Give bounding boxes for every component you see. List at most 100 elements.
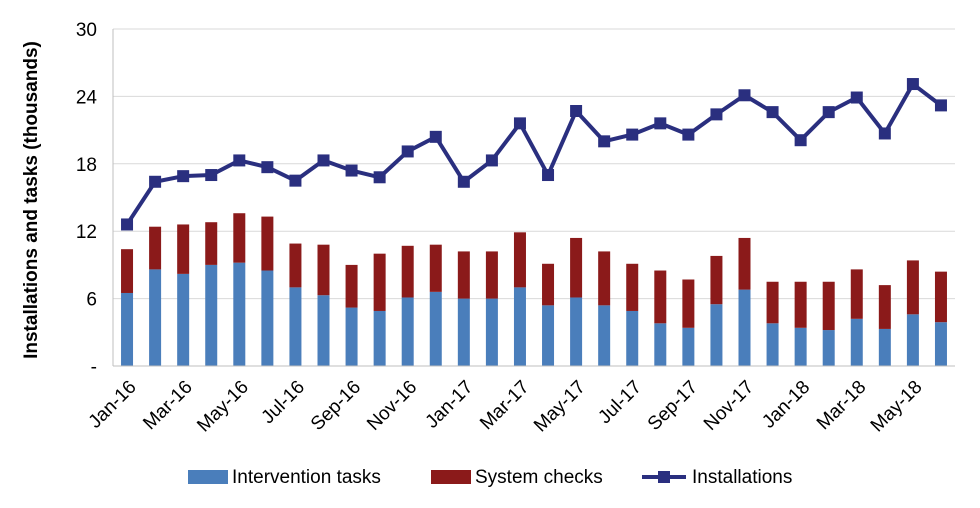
legend-label: Intervention tasks bbox=[232, 467, 381, 488]
bar-intervention-tasks bbox=[205, 264, 218, 366]
bar-intervention-tasks bbox=[766, 323, 779, 366]
legend-marker bbox=[658, 471, 670, 483]
installations-point bbox=[261, 161, 274, 174]
bar-intervention-tasks bbox=[878, 328, 891, 366]
bar-system-checks bbox=[934, 271, 947, 323]
installations-point bbox=[457, 175, 470, 188]
x-tick-label: Sep-16 bbox=[307, 377, 365, 435]
bar-system-checks bbox=[850, 269, 863, 319]
bar-system-checks bbox=[794, 281, 807, 328]
x-tick-label: Jan-18 bbox=[758, 377, 814, 433]
x-tick-label: Jul-16 bbox=[258, 377, 309, 428]
bar-intervention-tasks bbox=[934, 322, 947, 366]
bar-system-checks bbox=[177, 224, 190, 274]
installations-point bbox=[149, 175, 162, 188]
installations-line-group bbox=[121, 78, 947, 231]
x-tick-label: May-18 bbox=[867, 377, 927, 437]
bar-system-checks bbox=[738, 237, 751, 290]
y-tick-label: 6 bbox=[86, 290, 97, 311]
bar-intervention-tasks bbox=[289, 287, 302, 366]
installations-point bbox=[570, 105, 583, 118]
installations-point bbox=[878, 127, 891, 140]
bar-system-checks bbox=[822, 281, 835, 331]
bar-intervention-tasks bbox=[233, 262, 246, 366]
x-tick-label: Jan-16 bbox=[85, 377, 141, 433]
bar-intervention-tasks bbox=[261, 270, 274, 366]
bar-intervention-tasks bbox=[121, 292, 134, 366]
x-tick-label: Nov-17 bbox=[700, 377, 758, 435]
y-tick-label: - bbox=[91, 357, 97, 378]
bar-intervention-tasks bbox=[542, 305, 555, 366]
bar-system-checks bbox=[205, 222, 218, 265]
bar-system-checks bbox=[766, 281, 779, 324]
installations-point bbox=[822, 106, 835, 119]
bar-system-checks bbox=[906, 260, 919, 315]
bar-intervention-tasks bbox=[682, 327, 695, 366]
installations-point bbox=[233, 154, 246, 167]
bar-intervention-tasks bbox=[317, 295, 330, 366]
x-tick-label: Jan-17 bbox=[422, 377, 478, 433]
bar-system-checks bbox=[485, 251, 498, 299]
y-tick-label: 30 bbox=[76, 20, 97, 41]
y-tick-label: 18 bbox=[76, 155, 97, 176]
bar-system-checks bbox=[345, 264, 358, 308]
bar-intervention-tasks bbox=[149, 269, 162, 366]
bar-intervention-tasks bbox=[598, 305, 611, 366]
bar-intervention-tasks bbox=[906, 314, 919, 366]
installations-point bbox=[429, 130, 442, 143]
bar-system-checks bbox=[373, 253, 386, 311]
bar-system-checks bbox=[626, 263, 639, 311]
x-tick-label: Mar-16 bbox=[139, 377, 196, 434]
bar-intervention-tasks bbox=[570, 297, 583, 366]
legend-swatch bbox=[431, 470, 471, 484]
installations-line bbox=[125, 82, 943, 226]
installations-point bbox=[934, 99, 947, 112]
installations-point bbox=[205, 169, 218, 182]
installations-point bbox=[906, 78, 919, 91]
installations-point bbox=[598, 135, 611, 148]
installations-point bbox=[794, 134, 807, 147]
installations-point bbox=[289, 174, 302, 187]
installations-point bbox=[121, 218, 134, 231]
bar-system-checks bbox=[457, 251, 470, 299]
installations-point bbox=[373, 171, 386, 184]
bar-intervention-tasks bbox=[654, 323, 667, 366]
bar-intervention-tasks bbox=[457, 298, 470, 366]
bar-intervention-tasks bbox=[794, 327, 807, 366]
x-tick-label: May-17 bbox=[530, 377, 590, 437]
bar-intervention-tasks bbox=[373, 310, 386, 366]
installations-point bbox=[542, 169, 555, 182]
bar-intervention-tasks bbox=[710, 304, 723, 366]
bar-intervention-tasks bbox=[513, 287, 526, 366]
x-tick-label: Mar-17 bbox=[476, 377, 533, 434]
bar-intervention-tasks bbox=[177, 273, 190, 366]
installations-point bbox=[485, 154, 498, 167]
bars bbox=[121, 213, 947, 366]
installations-point bbox=[401, 145, 414, 158]
bar-system-checks bbox=[401, 245, 414, 298]
installations-point bbox=[850, 91, 863, 104]
bar-system-checks bbox=[878, 285, 891, 329]
installations-point bbox=[345, 164, 358, 177]
bar-system-checks bbox=[261, 216, 274, 271]
installations-point bbox=[317, 154, 330, 167]
bar-system-checks bbox=[317, 244, 330, 296]
bar-system-checks bbox=[654, 270, 667, 324]
bar-system-checks bbox=[570, 237, 583, 298]
bar-system-checks bbox=[513, 232, 526, 288]
bar-system-checks bbox=[121, 249, 134, 293]
bar-system-checks bbox=[233, 213, 246, 263]
x-tick-label: Mar-18 bbox=[813, 377, 870, 434]
legend-label: Installations bbox=[692, 467, 792, 488]
x-tick-label: May-16 bbox=[193, 377, 253, 437]
x-tick-label: Jul-17 bbox=[594, 377, 645, 428]
legend-swatch bbox=[188, 470, 228, 484]
bar-intervention-tasks bbox=[429, 291, 442, 366]
bar-system-checks bbox=[149, 226, 162, 270]
bar-system-checks bbox=[542, 263, 555, 306]
installations-point bbox=[682, 128, 695, 141]
bar-intervention-tasks bbox=[850, 318, 863, 366]
legend: Intervention tasks System checks Installat… bbox=[188, 467, 792, 488]
bar-system-checks bbox=[289, 243, 302, 288]
